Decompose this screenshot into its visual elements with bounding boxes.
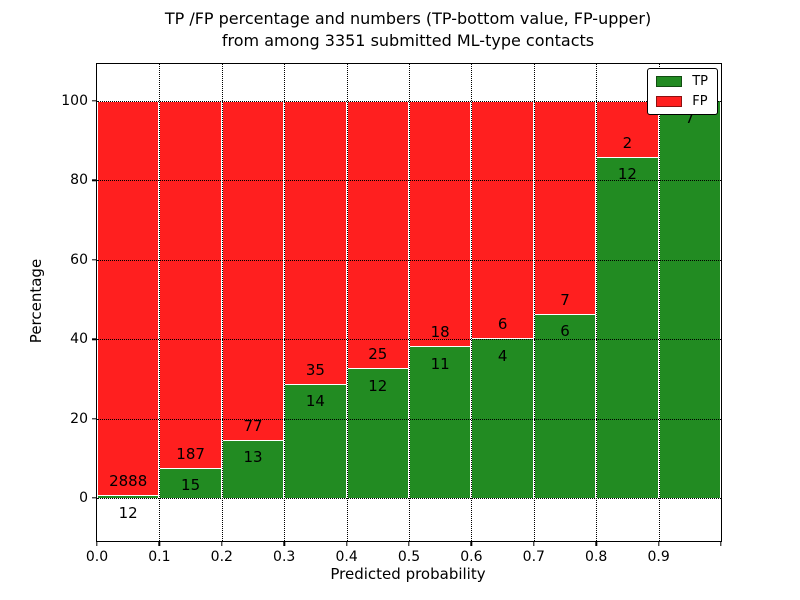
v-gridline (596, 64, 598, 541)
bar-fp (159, 100, 222, 469)
x-tick-label: 0.7 (522, 549, 545, 565)
v-gridline (346, 64, 348, 541)
y-tick-label: 20 (70, 410, 88, 427)
v-gridline (409, 64, 410, 541)
y-tick-label: 60 (70, 251, 88, 268)
tp-count-label: 14 (305, 392, 325, 411)
y-tick-mark (92, 259, 97, 261)
v-gridline (471, 64, 473, 541)
y-tick-mark (92, 100, 97, 102)
y-tick-mark (92, 338, 97, 340)
x-tick-label: 0.4 (335, 549, 358, 565)
x-tick-label: 0.0 (85, 549, 109, 565)
x-tick-mark (595, 541, 597, 546)
y-tick-label: 0 (79, 490, 88, 507)
fp-count-label: 35 (305, 360, 325, 379)
bar-tp (658, 100, 721, 499)
x-tick-mark (96, 541, 98, 546)
fp-count-label: 77 (243, 416, 263, 435)
chart-title: TP /FP percentage and numbers (TP-bottom… (96, 8, 720, 52)
legend-fp-swatch (656, 96, 683, 107)
tp-count-label: 12 (617, 165, 637, 184)
x-tick-mark (345, 541, 348, 546)
tp-count-label: 4 (497, 346, 508, 365)
bar-tp (221, 440, 285, 499)
y-tick-label: 100 (61, 92, 88, 109)
y-tick-label: 40 (70, 331, 88, 348)
bar-tp (409, 347, 472, 499)
x-tick-label: 0.8 (585, 549, 608, 565)
bar-fp (346, 100, 409, 370)
legend-tp-label: TP (692, 74, 708, 89)
bar-fp (221, 100, 285, 441)
bar-fp (409, 100, 472, 348)
fp-count-label: 6 (497, 315, 508, 334)
x-tick-label: 0.1 (148, 549, 171, 565)
fp-count-label: 187 (176, 444, 205, 463)
x-axis-label: Predicted probability (330, 565, 486, 583)
tp-count-label: 13 (243, 448, 263, 467)
x-tick-mark (533, 541, 535, 546)
x-tick-mark (470, 541, 473, 546)
fp-count-label: 18 (430, 323, 450, 342)
x-tick-label: 0.2 (210, 549, 233, 565)
v-gridline (658, 64, 660, 541)
legend-entry-fp: FP (656, 95, 708, 108)
plot-area: TP FP 2888 12 187 15 77 13 35 14 25 12 18 11 6 4 7 6 2 12… (61, 63, 722, 565)
legend-entry-tp: TP (656, 75, 708, 88)
chart-title-line1: TP /FP percentage and numbers (TP-bottom… (164, 9, 652, 28)
bar-tp (346, 369, 409, 499)
x-tick-mark (158, 541, 161, 546)
y-tick-mark (92, 179, 97, 182)
bar-tp (284, 384, 347, 499)
tp-count-label: 6 (560, 322, 570, 341)
bar-fp (97, 100, 160, 497)
bar-tp (533, 314, 597, 499)
tp-count-label: 12 (118, 504, 138, 523)
tp-count-label: 7 (685, 108, 695, 127)
bar-fp (533, 100, 597, 315)
v-gridline (533, 64, 535, 541)
legend: TP FP (647, 68, 718, 115)
fp-count-label: 25 (368, 345, 388, 364)
v-gridline (159, 64, 161, 541)
x-tick-label: 0.6 (460, 549, 483, 565)
fp-count-label: 7 (560, 290, 570, 309)
x-tick-mark (408, 541, 410, 546)
bar-fp (284, 100, 347, 385)
bar-tp (97, 496, 160, 499)
x-tick-label: 0.3 (273, 549, 296, 565)
v-gridline (221, 64, 223, 541)
bar-fp (471, 100, 534, 340)
x-tick-label: 0.5 (397, 549, 421, 565)
x-tick-mark (720, 541, 722, 546)
tp-count-label: 11 (430, 355, 450, 374)
y-tick-mark (92, 417, 97, 420)
x-tick-label: 0.9 (647, 549, 670, 565)
y-tick-label: 80 (70, 172, 88, 189)
fp-count-label: 2888 (109, 472, 148, 491)
fp-count-label: 2 (622, 133, 633, 152)
x-tick-mark (657, 541, 660, 546)
bar-tp (596, 157, 659, 499)
y-tick-mark (92, 497, 97, 499)
legend-tp-swatch (656, 76, 683, 87)
y-axis-label: Percentage (27, 258, 45, 344)
x-tick-mark (221, 541, 223, 546)
chart-title-line2: from among 3351 submitted ML-type contac… (221, 31, 595, 50)
tp-count-label: 12 (368, 376, 388, 395)
v-gridline (284, 64, 286, 541)
x-tick-mark (283, 541, 285, 546)
legend-fp-label: FP (692, 94, 708, 109)
tp-count-label: 15 (181, 476, 201, 495)
